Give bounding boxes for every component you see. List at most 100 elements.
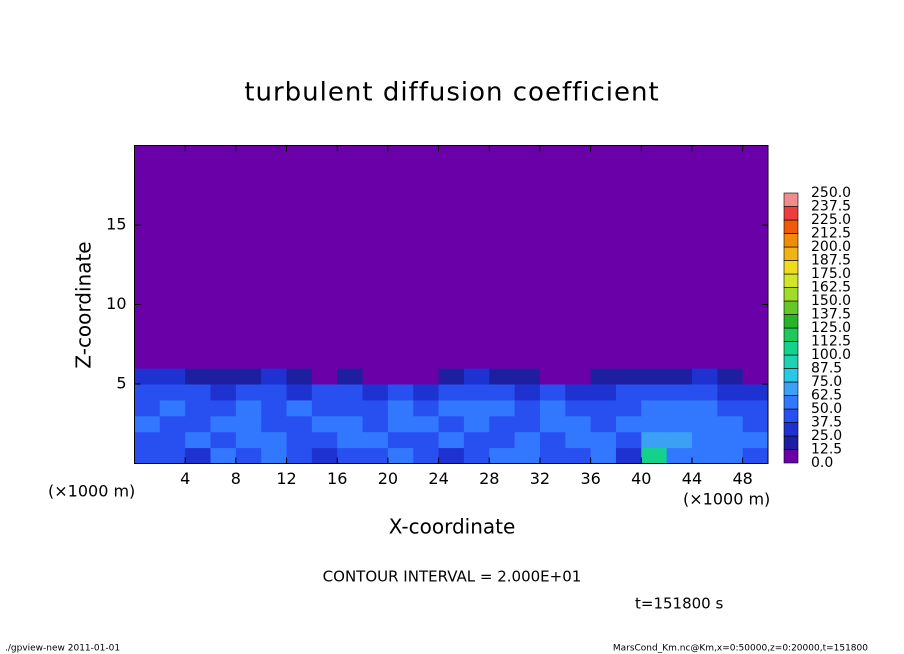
cell (159, 415, 186, 433)
colorbar-box (783, 341, 799, 356)
cell (286, 447, 313, 464)
cell (413, 415, 440, 433)
x-unit-label: (×1000 m) (48, 482, 135, 501)
cell (438, 145, 465, 369)
cell (539, 447, 566, 464)
cell (514, 447, 541, 464)
cell (590, 368, 617, 385)
colorbar-box (783, 233, 799, 248)
cell (641, 384, 668, 401)
x-tick-label: 48 (732, 469, 752, 488)
cell (489, 415, 516, 433)
cell (514, 431, 541, 449)
cell (539, 431, 566, 449)
time-label: t=151800 s (635, 595, 723, 613)
cell (159, 145, 186, 369)
cell (387, 447, 414, 464)
cell (463, 431, 490, 449)
cell (413, 384, 440, 401)
cell (311, 145, 338, 369)
x-tick-label: 36 (580, 469, 600, 488)
cell (666, 145, 693, 369)
cell (565, 447, 592, 464)
cell (159, 384, 186, 401)
cell (742, 447, 769, 464)
cell (311, 368, 338, 385)
cell (463, 399, 490, 417)
cell (413, 447, 440, 464)
colorbar-label: 225.0 (811, 212, 851, 228)
colorbar-label: 75.0 (811, 374, 842, 390)
cell (641, 415, 668, 433)
cell (742, 145, 769, 369)
cell (691, 384, 718, 401)
cell (565, 368, 592, 385)
cell (590, 447, 617, 464)
colorbar-box (783, 354, 799, 369)
cell (742, 399, 769, 417)
cell (159, 447, 186, 464)
cell (514, 384, 541, 401)
cell (742, 415, 769, 433)
colorbar-box (783, 327, 799, 342)
x-tick-label: 8 (231, 469, 241, 488)
cell (489, 368, 516, 385)
cell (717, 384, 744, 401)
cell (641, 447, 668, 464)
cell (134, 384, 161, 401)
cell (413, 399, 440, 417)
cell (565, 431, 592, 449)
cell (590, 399, 617, 417)
x-tick-label: 40 (631, 469, 651, 488)
cell (235, 447, 262, 464)
cell (590, 145, 617, 369)
cell (489, 384, 516, 401)
cell (185, 415, 212, 433)
cell (742, 431, 769, 449)
cell (641, 368, 668, 385)
colorbar-box (783, 206, 799, 221)
cell (362, 368, 389, 385)
colorbar-label: 62.5 (811, 388, 842, 404)
cell (615, 368, 642, 385)
cell (438, 384, 465, 401)
cell (185, 431, 212, 449)
footer-left: ./gpview-new 2011-01-01 (5, 644, 120, 654)
cell (742, 384, 769, 401)
cell (337, 415, 364, 433)
cell (337, 368, 364, 385)
cell (590, 415, 617, 433)
cell (185, 145, 212, 369)
cell (134, 431, 161, 449)
colorbar-label: 37.5 (811, 415, 842, 431)
cell (159, 399, 186, 417)
cell (261, 399, 288, 417)
cell (134, 368, 161, 385)
cell (615, 399, 642, 417)
cell (387, 431, 414, 449)
colorbar-label: 150.0 (811, 293, 851, 309)
cell (489, 447, 516, 464)
cell (159, 368, 186, 385)
cell (463, 368, 490, 385)
cell (666, 431, 693, 449)
chart-title: turbulent diffusion coefficient (244, 78, 659, 108)
x-unit-label: (×1000 m) (683, 490, 770, 509)
cell (311, 431, 338, 449)
cell (235, 368, 262, 385)
cell (539, 384, 566, 401)
cell (261, 384, 288, 401)
colorbar-label: 50.0 (811, 401, 842, 417)
cell (438, 399, 465, 417)
cell (362, 145, 389, 369)
x-tick-label: 28 (479, 469, 499, 488)
colorbar-box (783, 422, 799, 437)
y-axis-label: Z-coordinate (72, 241, 96, 368)
cell (387, 145, 414, 369)
cell (489, 145, 516, 369)
x-tick-label: 20 (378, 469, 398, 488)
colorbar-box (783, 408, 799, 423)
cell (387, 384, 414, 401)
cell (337, 384, 364, 401)
